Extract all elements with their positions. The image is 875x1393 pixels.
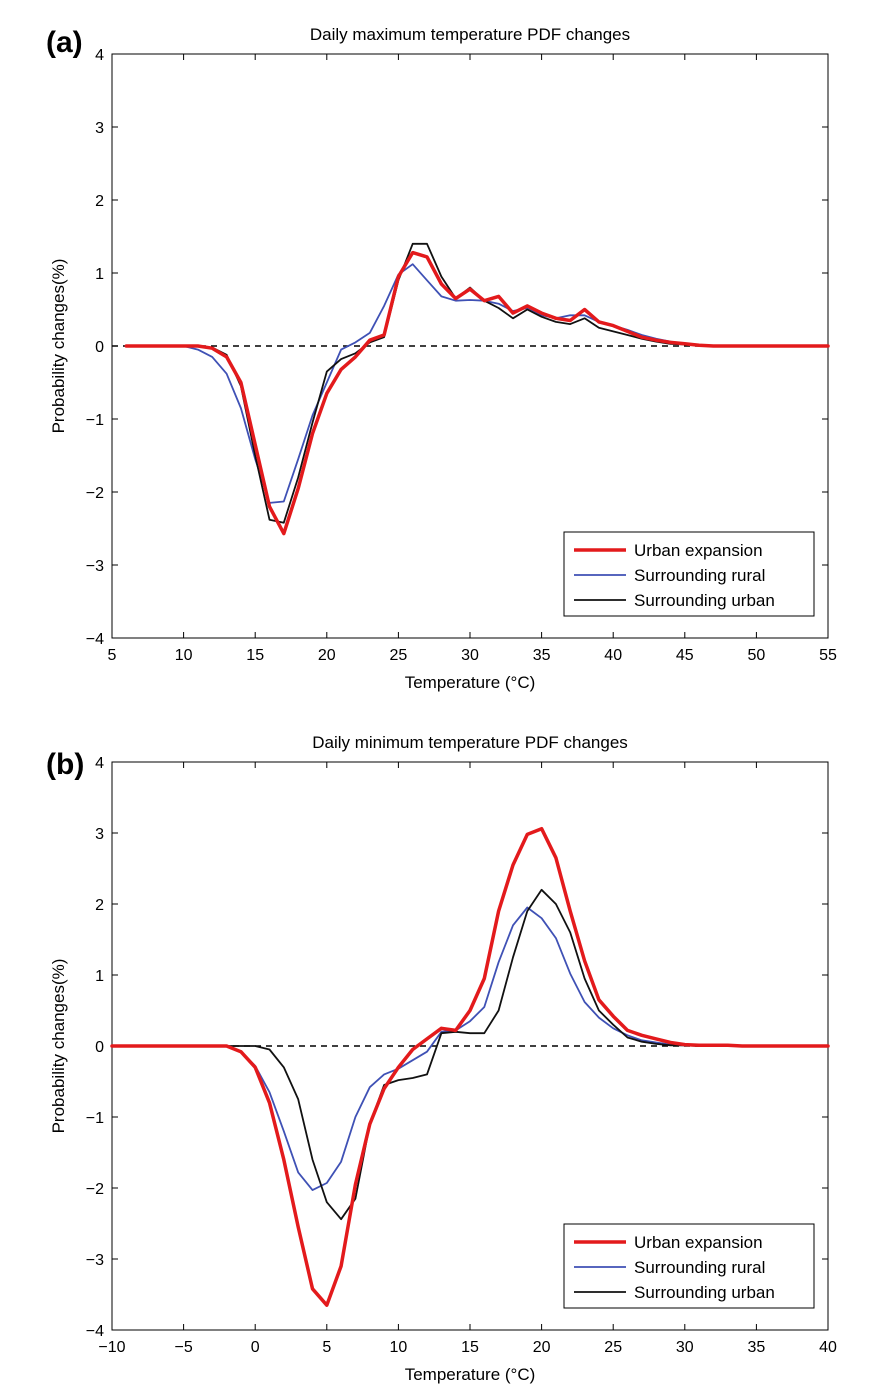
y-tick-label: 0 [95,1039,104,1056]
y-axis-label: Probability changes(%) [49,259,68,434]
legend: Urban expansion Surrounding rural Surround… [563,1223,815,1309]
legend: Urban expansion Surrounding rural Surround… [563,531,815,617]
y-tick-label: −4 [86,631,104,648]
legend-label: Urban expansion [634,541,763,560]
series-line-surrounding-rural [111,906,829,1191]
series-line-surrounding-urban [111,888,829,1221]
series-line-urban-expansion [124,250,830,536]
legend-label: Surrounding rural [634,566,765,585]
chart-panel-1: (a) Daily maximum temperature PDF changes… [46,25,837,692]
x-tick-label: 35 [533,647,551,664]
x-tick-label: 55 [819,647,837,664]
legend-box [563,1223,815,1309]
y-tick-label: −2 [86,1181,104,1198]
x-tick-label: 25 [390,647,408,664]
x-tick-label: 25 [604,1339,622,1356]
y-tick-label: 4 [95,47,104,64]
y-tick-label: 2 [95,897,104,914]
x-tick-label: 45 [676,647,694,664]
x-tick-label: 30 [461,647,479,664]
x-tick-label: −5 [174,1339,192,1356]
x-tick-label: 40 [819,1339,837,1356]
legend-label: Surrounding urban [634,1283,775,1302]
chart-panel-2: (b) Daily minimum temperature PDF changes… [46,733,837,1384]
y-tick-label: −3 [86,1252,104,1269]
y-axis-label: Probability changes(%) [49,959,68,1134]
x-tick-label: 20 [318,647,336,664]
x-axis-label: Temperature (°C) [405,673,536,692]
panel-label: (a) [46,26,83,59]
x-tick-label: 30 [676,1339,694,1356]
y-tick-label: 1 [95,266,104,283]
y-tick-label: −1 [86,412,104,429]
legend-label: Surrounding rural [634,1258,765,1277]
y-tick-label: 0 [95,339,104,356]
y-tick-label: 4 [95,755,104,772]
x-tick-label: 10 [390,1339,408,1356]
y-tick-label: −4 [86,1323,104,1340]
series-line-surrounding-urban [125,242,829,524]
x-tick-label: 10 [175,647,193,664]
series-line-urban-expansion [110,826,830,1307]
y-tick-label: 3 [95,120,104,137]
x-tick-label: 5 [108,647,117,664]
x-tick-label: −10 [98,1339,125,1356]
y-tick-label: 2 [95,193,104,210]
x-tick-label: 40 [604,647,622,664]
x-axis-label: Temperature (°C) [405,1365,536,1384]
series-line-surrounding-rural [125,263,829,504]
x-tick-label: 50 [748,647,766,664]
y-tick-label: −2 [86,485,104,502]
y-tick-label: 1 [95,968,104,985]
x-tick-label: 35 [748,1339,766,1356]
chart-title: Daily minimum temperature PDF changes [312,733,628,752]
x-tick-label: 15 [461,1339,479,1356]
legend-label: Urban expansion [634,1233,763,1252]
y-tick-label: −1 [86,1110,104,1127]
x-tick-label: 0 [251,1339,260,1356]
y-tick-label: 3 [95,826,104,843]
x-tick-label: 5 [322,1339,331,1356]
chart-title: Daily maximum temperature PDF changes [310,25,630,44]
y-tick-label: −3 [86,558,104,575]
legend-label: Surrounding urban [634,591,775,610]
panel-label: (b) [46,748,84,781]
x-tick-label: 20 [533,1339,551,1356]
x-tick-label: 15 [246,647,264,664]
legend-box [563,531,815,617]
